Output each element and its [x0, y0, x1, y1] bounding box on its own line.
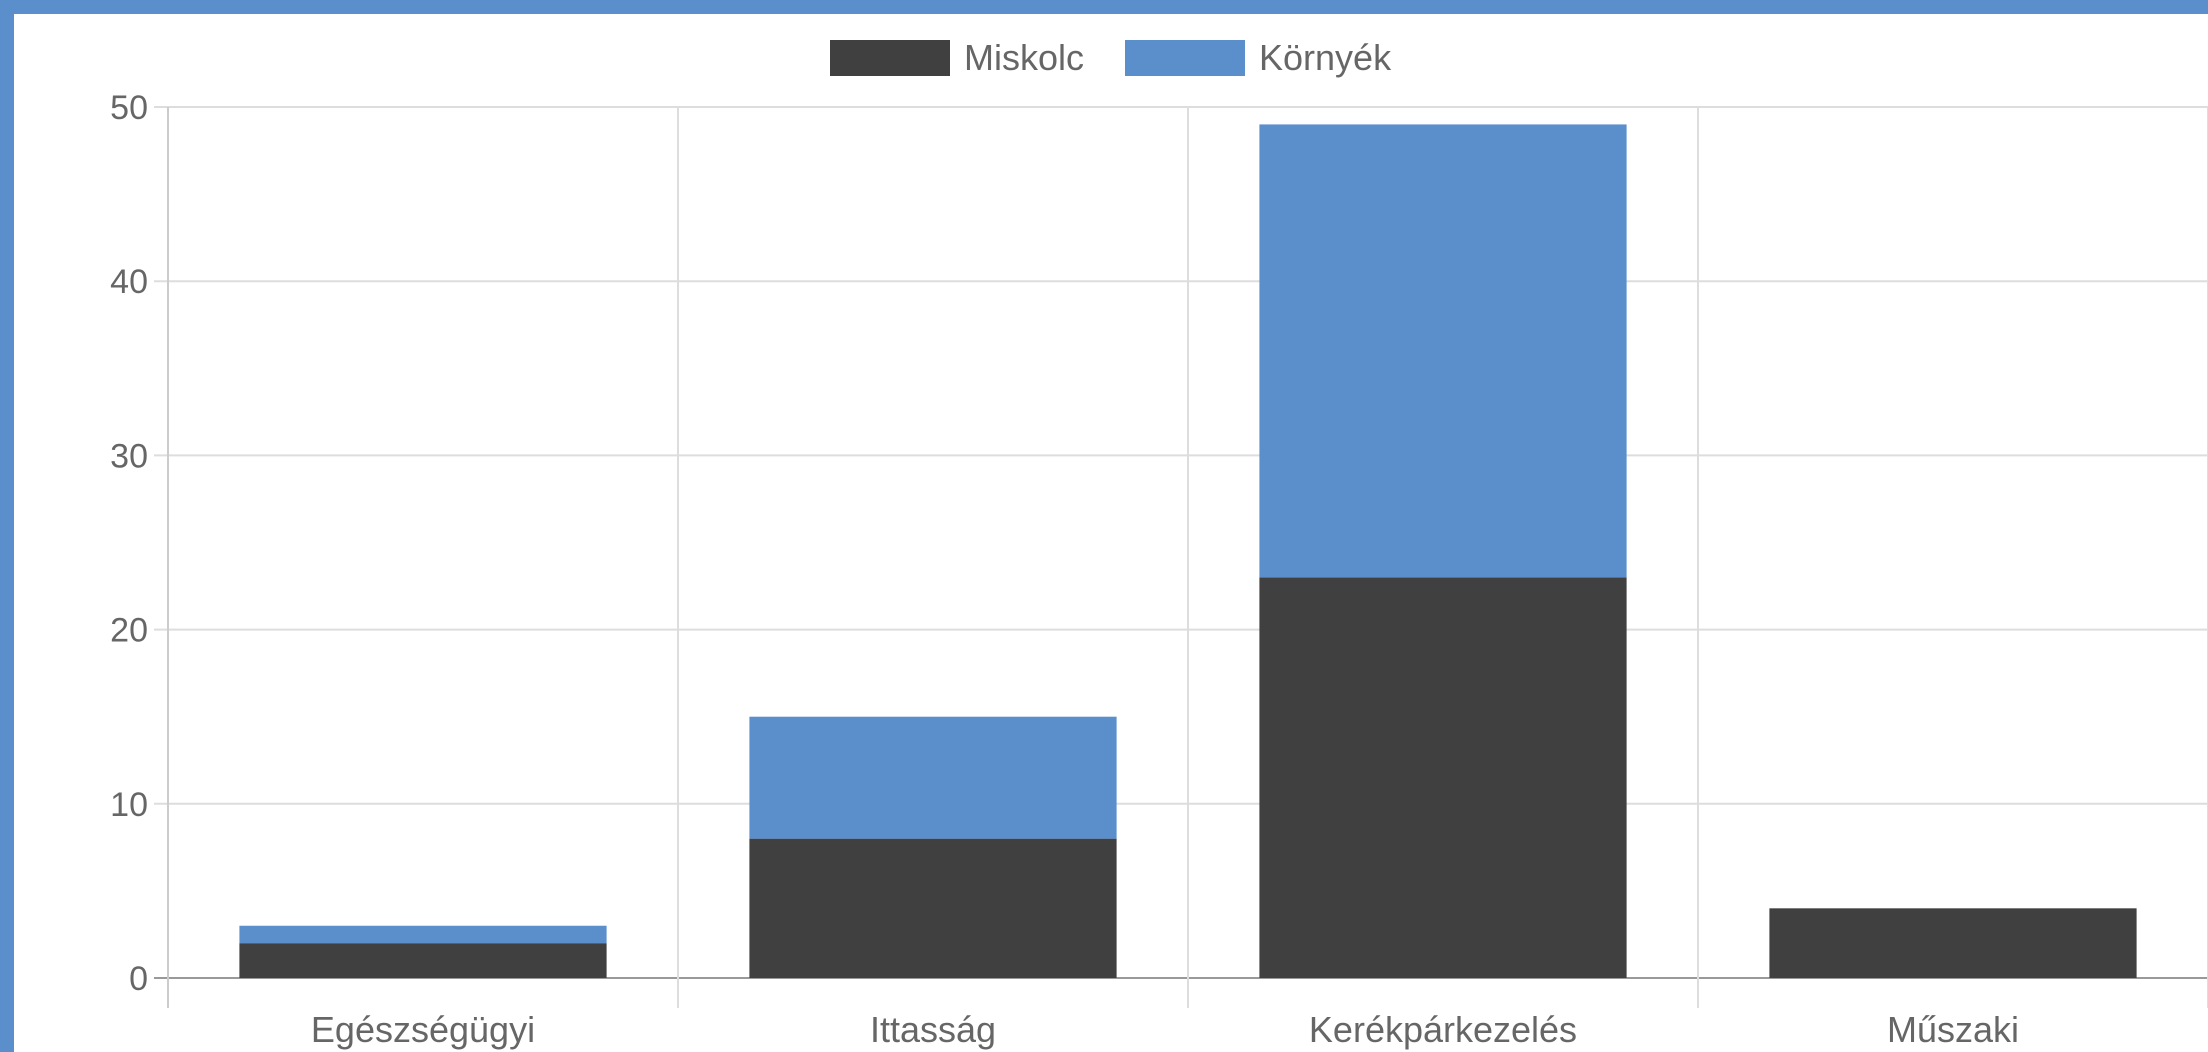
x-category-label: Ittasság: [870, 1009, 996, 1050]
y-tick-label: 50: [110, 89, 148, 127]
y-tick-label: 10: [110, 786, 148, 824]
x-category-label: Kerékpárkezelés: [1309, 1009, 1577, 1050]
bar-miskolc-3[interactable]: [1769, 908, 2137, 978]
bar-miskolc-0[interactable]: [239, 943, 607, 978]
y-tick-label: 30: [110, 437, 148, 475]
y-tick-label: 40: [110, 263, 148, 301]
chart-panel: 0 10 20 30 40 50 Egészségügyi Ittasság Kerékpárk…: [14, 14, 2208, 1052]
legend-label-miskolc[interactable]: Miskolc: [964, 37, 1084, 78]
chart-axes: 0 10 20 30 40 50 Egészségügyi Ittasság Kerékpárk…: [110, 89, 2019, 1050]
chart-legend[interactable]: Miskolc Környék: [830, 37, 1392, 78]
x-category-label: Műszaki: [1887, 1009, 2019, 1050]
stacked-bar-chart: 0 10 20 30 40 50 Egészségügyi Ittasság Kerékpárk…: [110, 37, 2208, 1050]
bar-miskolc-1[interactable]: [749, 838, 1117, 978]
bar-környék-2[interactable]: [1259, 124, 1627, 578]
legend-label-környék[interactable]: Környék: [1259, 37, 1392, 78]
chart-bars: [239, 124, 2137, 978]
bar-miskolc-2[interactable]: [1259, 577, 1627, 978]
legend-swatch-miskolc[interactable]: [830, 40, 950, 76]
x-category-label: Egészségügyi: [311, 1009, 535, 1050]
chart-grid: [154, 106, 2208, 1008]
bar-környék-1[interactable]: [749, 716, 1117, 839]
bar-környék-0[interactable]: [239, 925, 607, 944]
y-tick-label: 20: [110, 612, 148, 650]
legend-swatch-környék[interactable]: [1125, 40, 1245, 76]
y-tick-label: 0: [129, 960, 148, 998]
